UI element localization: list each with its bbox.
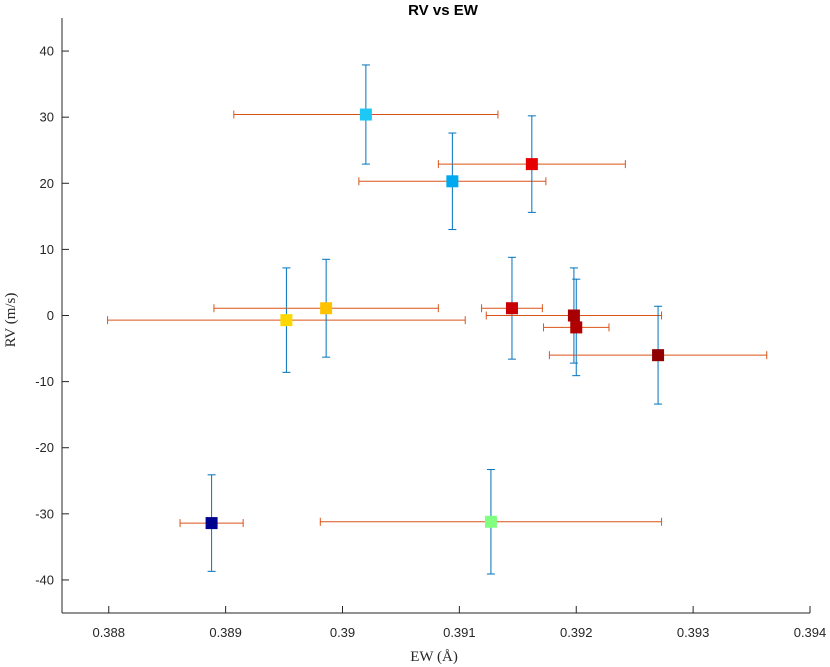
y-tick-label: -30 xyxy=(35,506,54,521)
error-bars xyxy=(107,64,768,575)
data-point-marker xyxy=(359,108,372,121)
y-tick-label: -40 xyxy=(35,572,54,587)
y-tick-label: 0 xyxy=(47,308,54,323)
data-point-marker xyxy=(652,349,665,362)
x-tick-label: 0.391 xyxy=(443,625,476,640)
data-point-marker xyxy=(280,314,293,327)
x-tick-label: 0.394 xyxy=(794,625,827,640)
y-axis-label: RV (m/s) xyxy=(3,293,19,348)
x-tick-label: 0.388 xyxy=(92,625,125,640)
data-point-marker xyxy=(525,158,538,171)
data-point-marker xyxy=(570,321,583,334)
y-tick-label: 20 xyxy=(40,176,54,191)
chart-title: RV vs EW xyxy=(408,2,479,19)
x-axis-ticks: 0.388 0.389 0.39 0.391 0.392 0.393 0.394 xyxy=(92,606,826,640)
x-axis-label: EW (Å) xyxy=(410,649,458,665)
y-tick-label: 10 xyxy=(40,242,54,257)
data-point-marker xyxy=(446,175,459,188)
data-point-marker xyxy=(505,302,518,315)
data-point-marker xyxy=(484,515,497,528)
y-tick-label: -20 xyxy=(35,440,54,455)
data-point-marker xyxy=(567,309,580,322)
x-tick-label: 0.393 xyxy=(677,625,710,640)
x-tick-label: 0.389 xyxy=(209,625,242,640)
axes xyxy=(61,18,810,614)
x-tick-label: 0.39 xyxy=(330,625,355,640)
data-point-marker xyxy=(205,517,218,530)
y-axis-ticks: -40 -30 -20 -10 0 10 20 30 40 xyxy=(35,44,69,587)
y-tick-label: 30 xyxy=(40,110,54,125)
y-tick-label: 40 xyxy=(40,44,54,59)
data-points xyxy=(205,108,665,530)
data-point-marker xyxy=(320,302,333,315)
y-tick-label: -10 xyxy=(35,374,54,389)
x-tick-label: 0.392 xyxy=(560,625,593,640)
